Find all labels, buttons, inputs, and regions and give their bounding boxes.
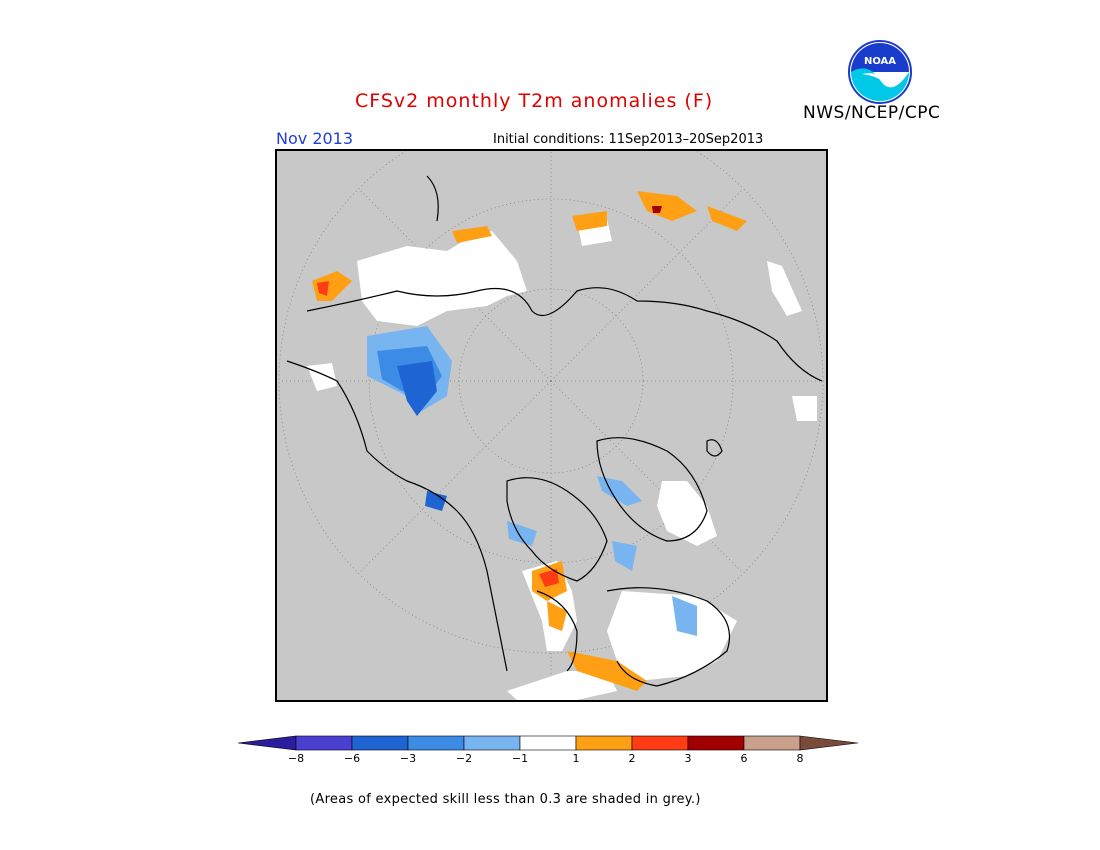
africa-white (767, 261, 802, 316)
colorbar-tick-label: −2 (455, 752, 473, 765)
cold-greenland (597, 476, 642, 506)
meridian-line (358, 380, 552, 574)
initial-conditions: Initial conditions: 11Sep2013–20Sep2013 (493, 132, 764, 147)
cold-quebec (672, 596, 697, 636)
forecast-month: Nov 2013 (276, 129, 354, 148)
logo-text: NOAA (864, 56, 896, 67)
coastline-labrador (606, 587, 731, 687)
cold-baffin (612, 541, 637, 571)
colorbar-swatch (743, 735, 801, 751)
warm-siberia (452, 226, 492, 243)
colorbar-tick-label: 8 (796, 752, 804, 765)
meridian-line (550, 380, 744, 574)
warm-mediterranean (707, 206, 747, 231)
latitude-circle (278, 151, 824, 654)
atlantic-white (792, 396, 817, 421)
cold-minus-6 (397, 361, 437, 416)
colorbar-tick-label: −3 (399, 752, 417, 765)
hot-chukotka (317, 281, 329, 296)
colorbar-tick-label: −1 (511, 752, 529, 765)
colorbar-tick-label: −8 (287, 752, 305, 765)
cold-arctic-islands (507, 521, 537, 546)
warm-great-lakes (567, 651, 647, 691)
colorbar-swatch (575, 735, 633, 751)
colorbar-swatch (295, 735, 353, 751)
greenland-white (657, 481, 717, 546)
coastline-arctic-islands (506, 477, 608, 582)
colorbar-tick-label: 6 (740, 752, 748, 765)
colorbar-tick-label: 1 (572, 752, 580, 765)
coastline-iceland (706, 439, 723, 457)
colorbar (238, 735, 859, 751)
colorbar-swatch (407, 735, 465, 751)
colorbar-swatch (238, 735, 297, 751)
asia-white (307, 363, 337, 391)
warm-europe (637, 191, 697, 221)
colorbar-tick-label: −6 (343, 752, 361, 765)
chart-title: CFSv2 monthly T2m anomalies (F) (355, 90, 714, 112)
coastlines (286, 175, 823, 687)
coastline-hudson (536, 590, 578, 672)
colorbar-swatch (463, 735, 521, 751)
coastline-greenland (596, 437, 708, 542)
colorbar-tick-label: 3 (684, 752, 692, 765)
coastline (286, 360, 508, 672)
noaa-logo: NOAA (848, 40, 912, 104)
colorbar-swatch (351, 735, 409, 751)
colorbar-swatch (799, 735, 859, 751)
latitude-circle (368, 198, 734, 564)
coastline (306, 287, 823, 382)
colorbar-tick-label: 2 (628, 752, 636, 765)
footnote: (Areas of expected skill less than 0.3 a… (310, 792, 701, 807)
polar-map-panel (275, 149, 828, 702)
cold-patch (425, 491, 447, 511)
colorbar-swatch (519, 735, 577, 751)
polar-map (278, 151, 824, 700)
warm-scandinavia (572, 211, 607, 231)
canada-east-white (607, 591, 737, 681)
siberia-white (357, 231, 527, 326)
warm-ontario (547, 601, 567, 631)
hot-europe (652, 206, 662, 213)
warm-anomaly-areas (312, 191, 747, 691)
us-white (507, 671, 617, 700)
agency-label: NWS/NCEP/CPC (803, 103, 941, 123)
cold-anomaly-areas (367, 326, 697, 636)
coastline (426, 175, 439, 222)
colorbar-swatch (631, 735, 689, 751)
hot-hudson (539, 569, 559, 587)
colorbar-swatch (687, 735, 745, 751)
